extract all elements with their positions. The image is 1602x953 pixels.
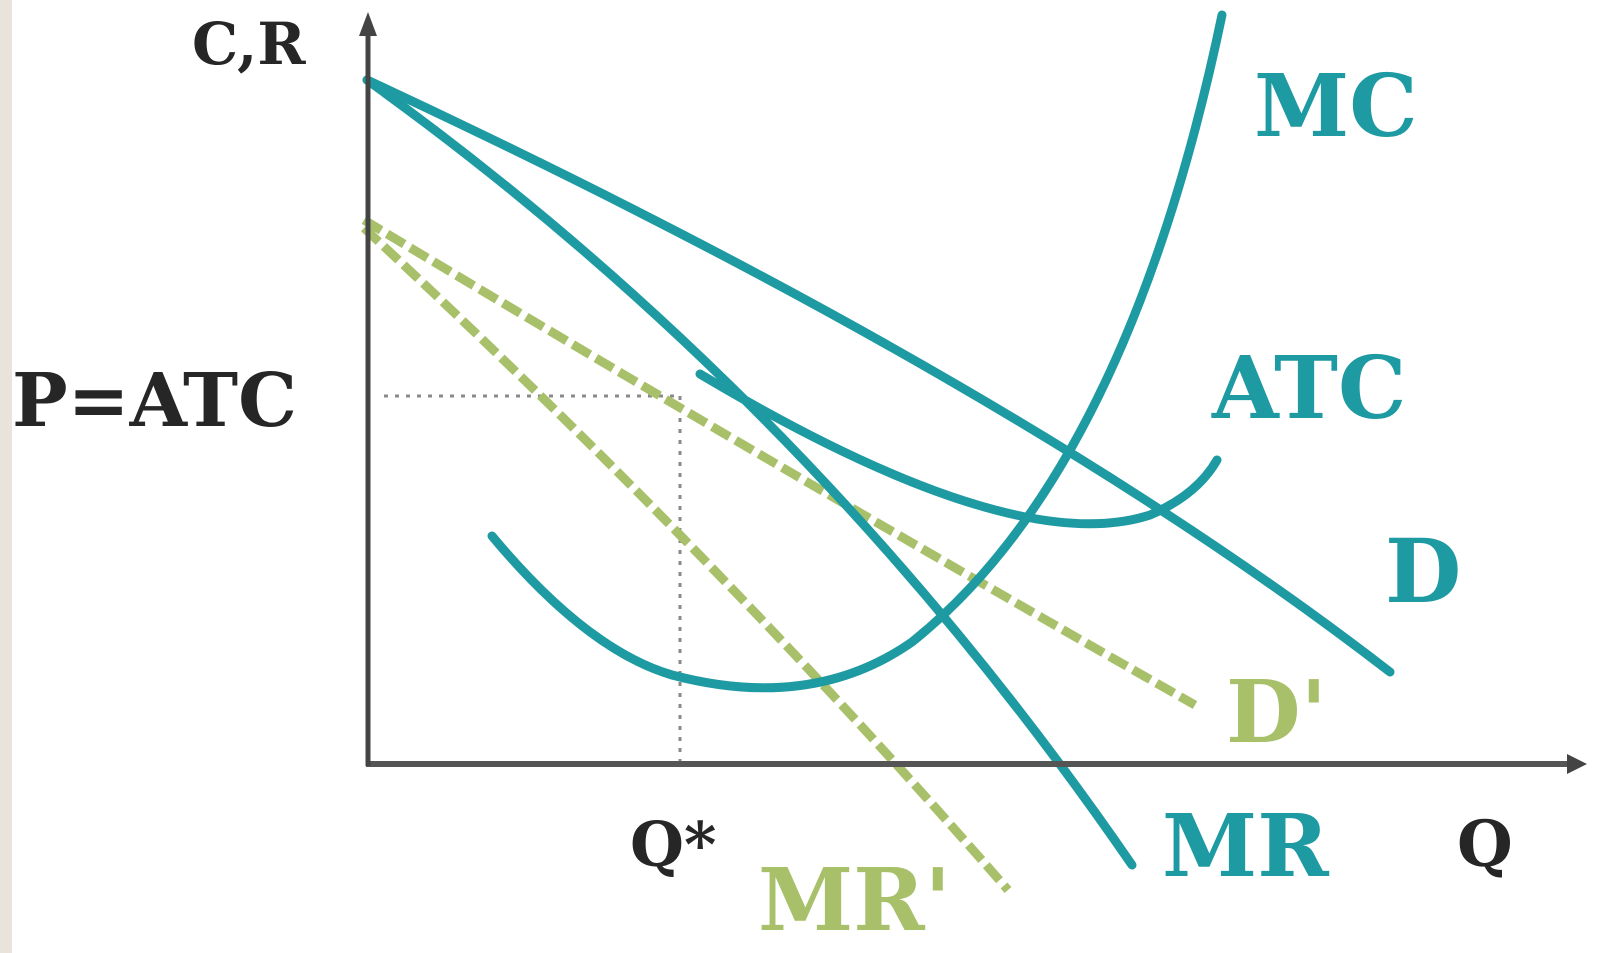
atc-curve — [695, 369, 1222, 529]
x-axis-label: Q — [1457, 807, 1513, 882]
mr-prime-label: MR' — [758, 850, 951, 951]
monopolistic-competition-diagram: C,R Q P=ATC Q* MC ATC D MR D' MR' — [12, 0, 1602, 953]
d-prime-label: D' — [1226, 662, 1327, 763]
quantity-label: Q* — [630, 808, 716, 881]
y-axis-label: C,R — [192, 10, 306, 78]
mc-curve — [487, 10, 1227, 693]
x-axis-arrow-icon — [1567, 754, 1587, 774]
atc-label: ATC — [1211, 338, 1406, 439]
diagram-canvas: C,R Q P=ATC Q* MC ATC D MR D' MR' — [12, 10, 1587, 951]
mr-curve — [362, 75, 1137, 870]
mc-label: MC — [1254, 56, 1418, 157]
d-prime-curve — [361, 216, 1198, 709]
mr-label: MR — [1162, 796, 1329, 897]
d-curve — [362, 75, 1395, 677]
d-label: D — [1385, 519, 1461, 623]
mr-prime-curve — [360, 224, 1012, 893]
price-level-label: P=ATC — [12, 358, 297, 444]
y-axis-arrow-icon — [359, 12, 377, 36]
